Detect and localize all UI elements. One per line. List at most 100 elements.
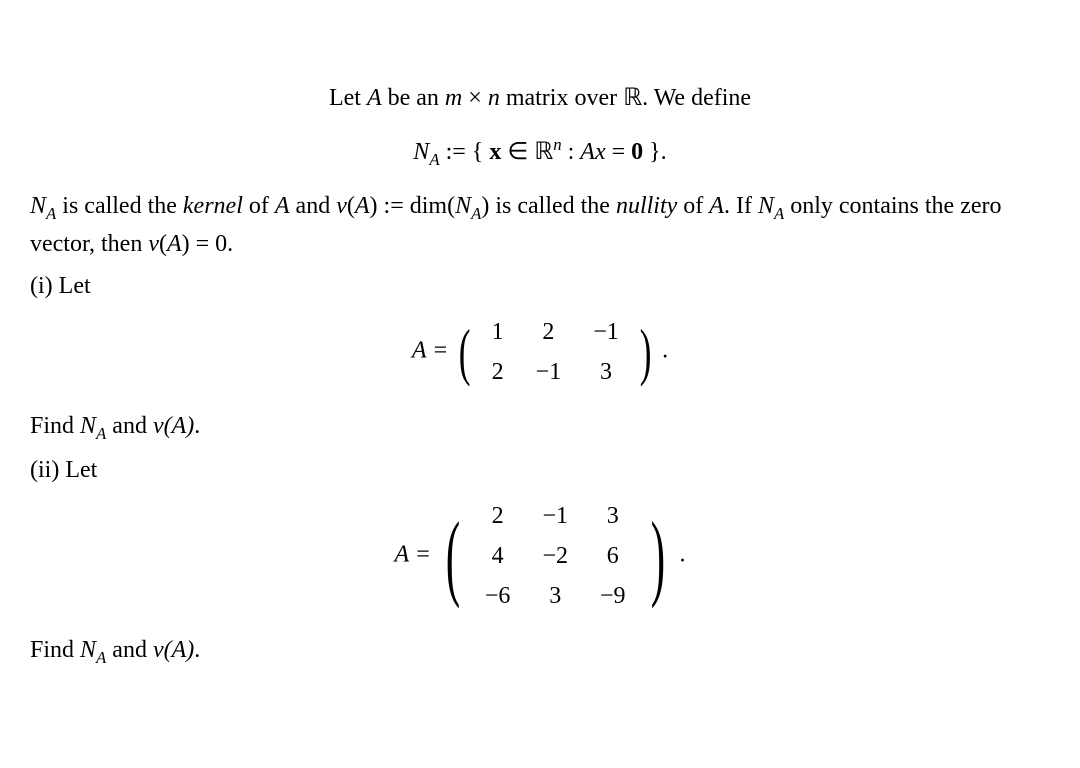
text: : <box>562 139 581 165</box>
cell: 2 <box>476 352 520 392</box>
right-paren-icon: ) <box>650 513 664 599</box>
text: be an <box>382 85 445 111</box>
cell: −1 <box>526 496 584 536</box>
paren-A: (A) <box>164 413 195 439</box>
cell: 3 <box>584 496 642 536</box>
matrix-2-line: A = ( 2 −1 3 4 −2 6 −6 3 −9 <box>30 496 1050 616</box>
sub-A: A <box>96 648 106 667</box>
cell: 1 <box>476 312 520 352</box>
left-paren-icon: ( <box>459 325 471 379</box>
paren-A: (A) <box>164 637 195 663</box>
table-row: 4 −2 6 <box>469 536 642 576</box>
sub-A: A <box>774 204 784 223</box>
table-row: 2 −1 3 <box>476 352 635 392</box>
N: N <box>80 637 96 663</box>
left-paren-icon: ( <box>446 513 460 599</box>
real-symbol: ℝ <box>623 85 642 111</box>
cell: −6 <box>469 576 527 616</box>
var-m: m <box>445 85 462 111</box>
lead: A = <box>395 541 437 567</box>
sup-n: n <box>553 135 561 154</box>
right-paren-icon: ) <box>640 325 652 379</box>
cell: −1 <box>520 352 578 392</box>
matrix-2: ( 2 −1 3 4 −2 6 −6 3 −9 ) <box>437 496 674 616</box>
text: Find <box>30 637 80 663</box>
paragraph-kernel-nullity: NA is called the kernel of A and ν(A) :=… <box>30 188 1050 262</box>
find-1: Find NA and ν(A). <box>30 408 1050 446</box>
text: and <box>106 413 153 439</box>
trail: . <box>662 337 668 363</box>
nu: ν <box>153 637 164 663</box>
text: ) := dim( <box>370 193 456 219</box>
N: N <box>80 413 96 439</box>
matrix-1-line: A = ( 1 2 −1 2 −1 3 ) . <box>30 312 1050 392</box>
N: N <box>758 193 774 219</box>
var-A: A <box>367 85 382 111</box>
text: := { <box>440 139 490 165</box>
table-row: 1 2 −1 <box>476 312 635 352</box>
text: = <box>606 139 632 165</box>
sub-A: A <box>46 204 56 223</box>
var-A: A <box>355 193 370 219</box>
intro-line: Let A be an m × n matrix over ℝ. We defi… <box>30 80 1050 116</box>
kernel: kernel <box>183 193 243 219</box>
cell: 6 <box>584 536 642 576</box>
nullity: nullity <box>616 193 677 219</box>
nu: ν <box>148 231 159 257</box>
text: and <box>106 637 153 663</box>
text: × <box>462 85 488 111</box>
cell: −2 <box>526 536 584 576</box>
sub-A: A <box>96 424 106 443</box>
text: and <box>290 193 337 219</box>
cell: 2 <box>520 312 578 352</box>
text: ( <box>347 193 355 219</box>
var-A: A <box>167 231 182 257</box>
matrix-1-eq: A = ( 1 2 −1 2 −1 3 ) . <box>412 312 668 392</box>
N: N <box>455 193 471 219</box>
find-2: Find NA and ν(A). <box>30 632 1050 670</box>
sub-A: A <box>471 204 481 223</box>
text: of <box>243 193 275 219</box>
matrix-2-table: 2 −1 3 4 −2 6 −6 3 −9 <box>469 496 642 616</box>
var-n: n <box>488 85 500 111</box>
zero: 0 <box>631 139 643 165</box>
text: Let <box>329 85 367 111</box>
trail: . <box>680 541 686 567</box>
real-symbol: ℝ <box>534 139 553 165</box>
var-A: A <box>709 193 724 219</box>
part-i-label: (i) Let <box>30 268 1050 304</box>
nu: ν <box>336 193 347 219</box>
Ax: Ax <box>580 139 605 165</box>
text: . We define <box>642 85 751 111</box>
cell: 3 <box>526 576 584 616</box>
text: matrix over <box>500 85 623 111</box>
matrix-2-eq: A = ( 2 −1 3 4 −2 6 −6 3 −9 <box>395 496 686 616</box>
text: ) is called the <box>481 193 616 219</box>
table-row: 2 −1 3 <box>469 496 642 536</box>
text: . <box>194 413 200 439</box>
part-ii-label: (ii) Let <box>30 452 1050 488</box>
N: N <box>413 139 429 165</box>
text: }. <box>643 139 667 165</box>
text: is called the <box>56 193 183 219</box>
var-A: A <box>275 193 290 219</box>
lead: A = <box>412 337 454 363</box>
N: N <box>30 193 46 219</box>
cell: 3 <box>577 352 635 392</box>
text: . <box>194 637 200 663</box>
matrix-1: ( 1 2 −1 2 −1 3 ) <box>454 312 656 392</box>
text: ) = 0. <box>182 231 234 257</box>
table-row: −6 3 −9 <box>469 576 642 616</box>
text: ( <box>159 231 167 257</box>
cell: 4 <box>469 536 527 576</box>
nu: ν <box>153 413 164 439</box>
matrix-1-table: 1 2 −1 2 −1 3 <box>476 312 635 392</box>
cell: −9 <box>584 576 642 616</box>
text: ∈ <box>501 139 534 165</box>
sub-A: A <box>429 150 439 169</box>
cell: 2 <box>469 496 527 536</box>
text: . If <box>724 193 758 219</box>
text: Find <box>30 413 80 439</box>
definition-line: NA := { x ∈ ℝn : Ax = 0 }. <box>30 132 1050 172</box>
text: of <box>677 193 709 219</box>
